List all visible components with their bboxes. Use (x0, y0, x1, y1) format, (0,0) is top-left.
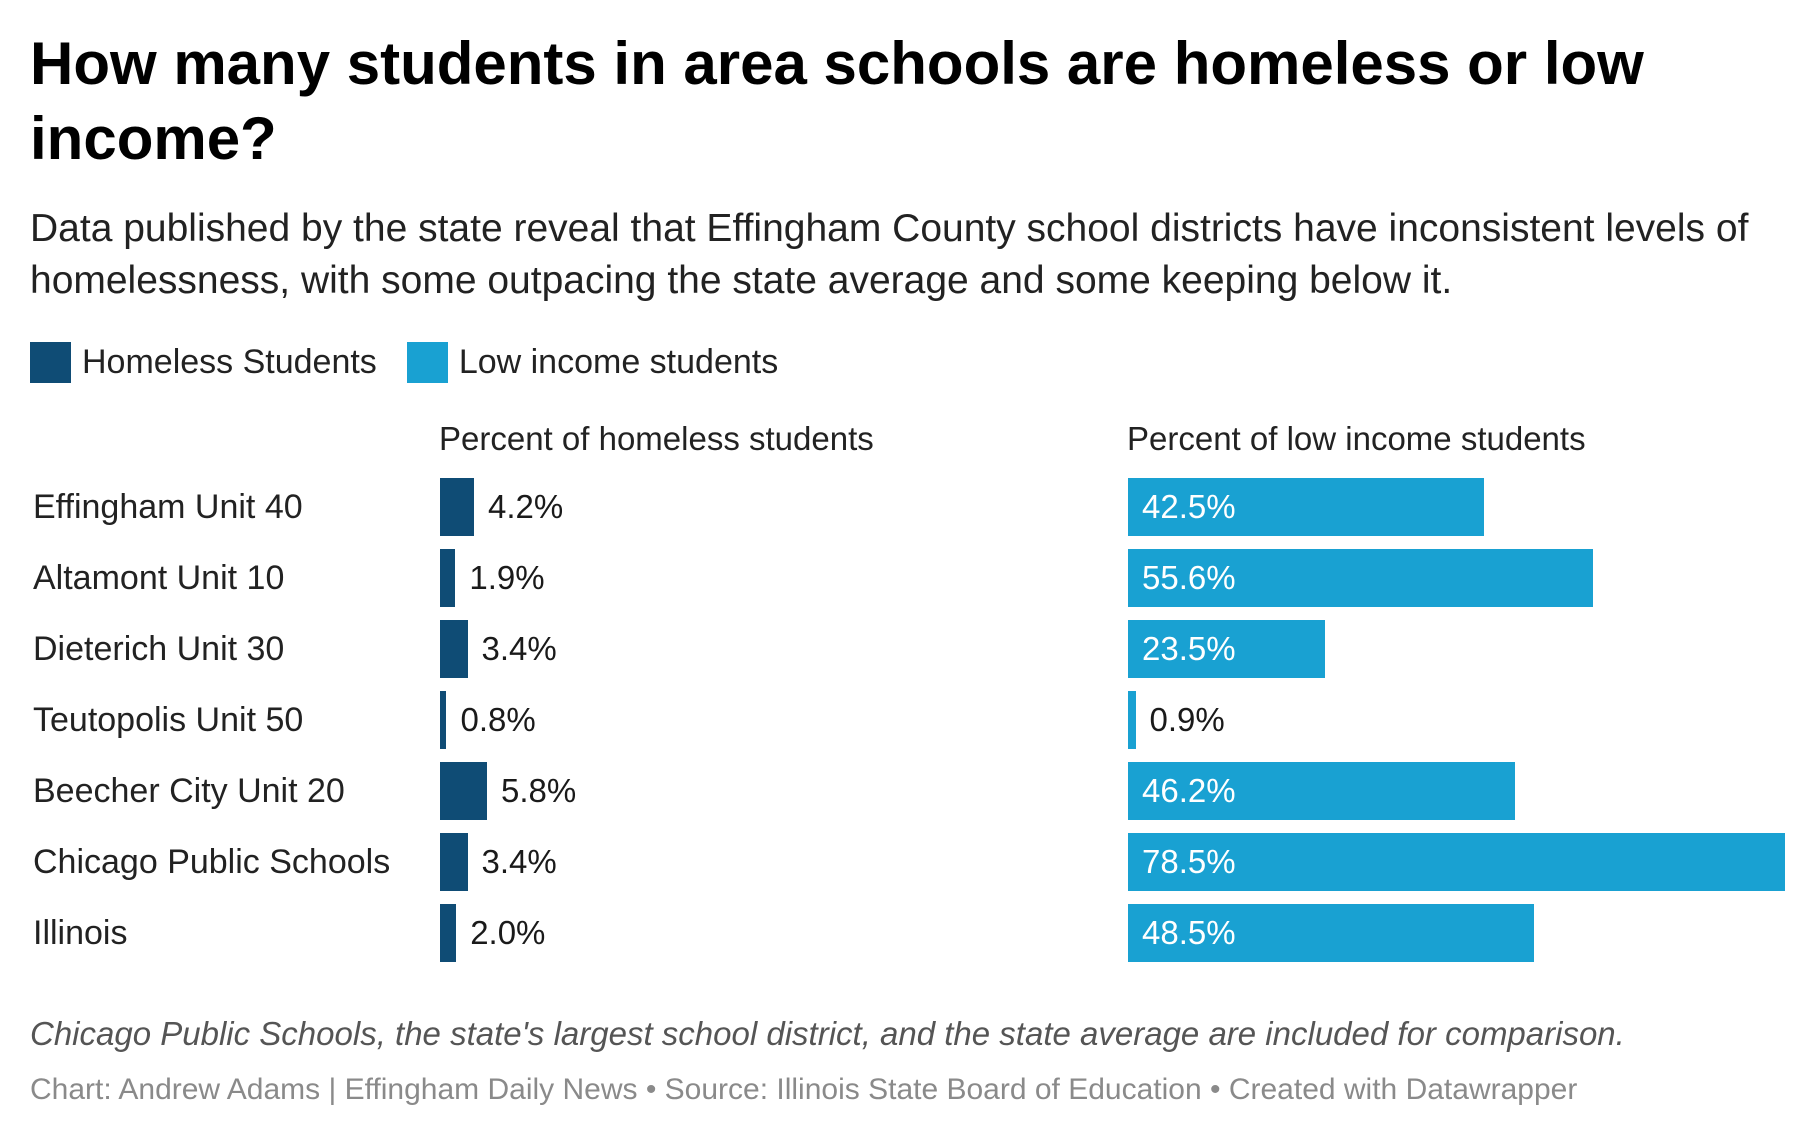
value-label-homeless: 0.8% (460, 701, 536, 738)
row-label: Altamont Unit 10 (33, 559, 285, 597)
legend-item-homeless: Homeless Students (30, 341, 377, 383)
bar-homeless (440, 478, 475, 536)
row-label: Dieterich Unit 30 (33, 630, 285, 668)
value-label-homeless: 4.2% (488, 488, 564, 525)
legend-label-low-income: Low income students (458, 342, 779, 381)
bar-homeless (440, 762, 487, 820)
value-label-homeless: 1.9% (469, 559, 545, 596)
value-label-low-income: 55.6% (1142, 559, 1236, 596)
row-label: Teutopolis Unit 50 (33, 701, 304, 739)
bar-low-income (1128, 691, 1136, 749)
row-label: Beecher City Unit 20 (33, 772, 345, 810)
bar-low-income (1128, 549, 1594, 607)
column-header-homeless: Percent of homeless students (439, 420, 874, 457)
bar-homeless (440, 904, 457, 962)
legend-swatch-low-income (406, 341, 448, 383)
bar-low-income (1128, 904, 1534, 962)
row-label: Effingham Unit 40 (33, 488, 303, 526)
value-label-low-income: 23.5% (1142, 630, 1236, 667)
legend: Homeless Students Low income students (30, 338, 808, 386)
bar-homeless (440, 833, 468, 891)
value-label-homeless: 5.8% (500, 772, 577, 809)
row-label: Chicago Public Schools (33, 843, 391, 881)
value-label-homeless: 2.0% (470, 914, 546, 951)
column-header-low-income: Percent of low income students (1127, 420, 1586, 457)
chart-subtitle: Data published by the state reveal that … (30, 207, 1749, 302)
bar-low-income (1128, 478, 1484, 536)
value-label-low-income: 48.5% (1142, 914, 1236, 951)
row-label: Illinois (33, 914, 128, 952)
bar-low-income (1128, 620, 1325, 678)
value-label-low-income: 0.9% (1149, 701, 1225, 738)
bar-homeless (440, 691, 447, 749)
legend-item-low-income: Low income students (406, 341, 779, 383)
value-label-low-income: 42.5% (1142, 488, 1236, 525)
value-label-homeless: 3.4% (481, 630, 557, 667)
chart-title: How many students in area schools are ho… (30, 30, 1644, 172)
value-label-homeless: 3.4% (481, 843, 557, 880)
value-label-low-income: 78.5% (1142, 843, 1236, 880)
chart-note: Chicago Public Schools, the state's larg… (30, 1015, 1625, 1052)
legend-label-homeless: Homeless Students (82, 342, 377, 381)
bar-low-income (1128, 833, 1786, 891)
bar-low-income (1128, 762, 1515, 820)
bar-homeless (440, 549, 456, 607)
legend-swatch-homeless (30, 341, 71, 383)
value-label-low-income: 46.2% (1142, 772, 1236, 809)
bar-homeless (440, 620, 468, 678)
chart-credit: Chart: Andrew Adams | Effingham Daily Ne… (30, 1073, 1578, 1106)
